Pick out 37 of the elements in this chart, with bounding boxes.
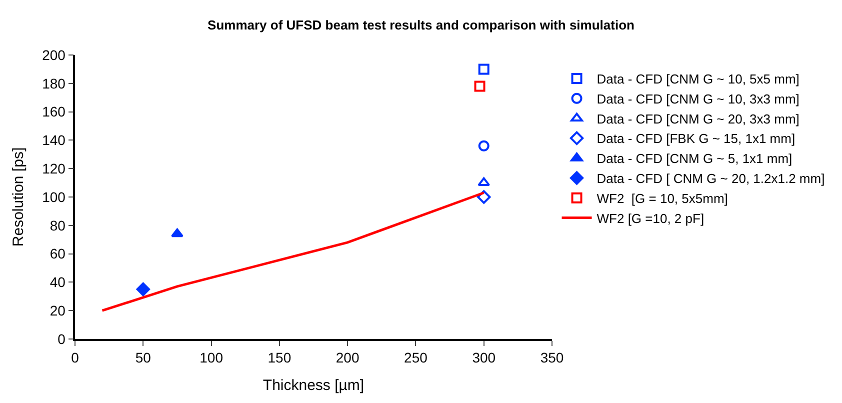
point bbox=[136, 282, 150, 296]
point bbox=[474, 80, 486, 92]
x-tick-label: 50 bbox=[135, 350, 152, 366]
legend-label: Data - CFD [CNM G ~ 5, 1x1 mm] bbox=[596, 151, 792, 166]
y-tick-label: 180 bbox=[42, 75, 66, 92]
point bbox=[478, 64, 490, 75]
point bbox=[171, 228, 184, 238]
y-tick-label: 120 bbox=[42, 160, 66, 176]
x-tick-label: 300 bbox=[472, 350, 496, 366]
x-tick-label: 350 bbox=[540, 350, 564, 366]
point bbox=[478, 140, 490, 152]
y-tick-label: 80 bbox=[50, 217, 66, 234]
x-tick-label: 100 bbox=[200, 350, 224, 366]
x-tick-label: 200 bbox=[336, 350, 360, 366]
x-tick-label: 0 bbox=[71, 350, 80, 366]
y-tick-label: 160 bbox=[42, 104, 66, 120]
y-tick-label: 20 bbox=[50, 302, 66, 318]
legend-label: Data - CFD [ CNM G ~ 20, 1.2x1.2 mm] bbox=[596, 171, 825, 186]
chart-title: Summary of UFSD beam test results and comparison with simulation bbox=[208, 17, 635, 32]
x-tick-label: 150 bbox=[268, 350, 292, 366]
legend-label: Data - CFD [CNM G ~ 10, 5x5 mm] bbox=[596, 72, 800, 87]
point bbox=[477, 190, 491, 204]
y-tick-label: 40 bbox=[50, 274, 66, 290]
y-tick-label: 0 bbox=[58, 330, 66, 347]
y-tick-label: 60 bbox=[50, 246, 66, 262]
x-tick-label: 250 bbox=[404, 350, 428, 366]
legend-label: WF2 [G = 10, 5x5mm] bbox=[596, 190, 728, 206]
y-tick-label: 140 bbox=[42, 132, 66, 148]
y-tick-label: 200 bbox=[42, 46, 66, 63]
legend-label: Data - CFD [CNM G ~ 20, 3x3 mm] bbox=[596, 111, 800, 126]
point bbox=[478, 177, 490, 186]
legend-label: Data - CFD [FBK G ~ 15, 1x1 mm] bbox=[596, 131, 796, 146]
y-axis-title: Resolution [ps] bbox=[10, 147, 27, 247]
legend-label: Data - CFD [CNM G ~ 10, 3x3 mm] bbox=[596, 91, 800, 106]
x-axis-title: Thickness [µm] bbox=[262, 377, 364, 394]
y-tick-label: 100 bbox=[42, 188, 66, 205]
legend-label: WF2 [G =10, 2 pF] bbox=[596, 210, 704, 226]
